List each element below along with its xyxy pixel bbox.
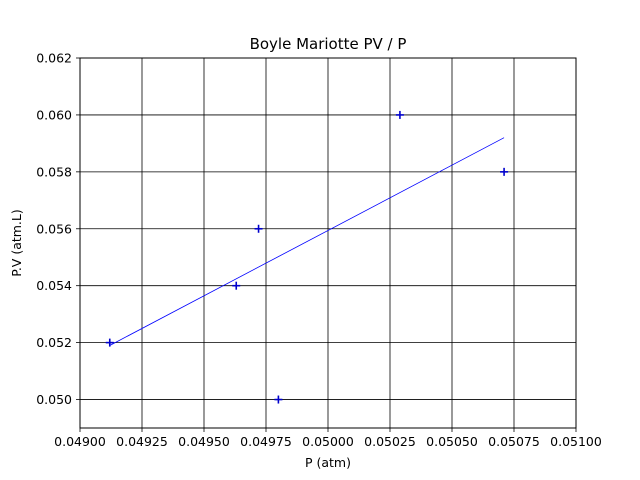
chart-title: Boyle Mariotte PV / P: [250, 35, 407, 53]
x-tick-label: 0.05025: [364, 434, 416, 449]
y-tick-label: 0.054: [36, 278, 72, 293]
x-tick-label: 0.04900: [54, 434, 106, 449]
y-axis-label: P.V (atm.L): [9, 209, 24, 277]
x-tick-label: 0.04975: [240, 434, 292, 449]
x-tick-label: 0.04925: [116, 434, 168, 449]
y-tick-label: 0.050: [36, 392, 72, 407]
x-tick-label: 0.05000: [302, 434, 354, 449]
x-axis-label: P (atm): [305, 455, 351, 470]
data-point: [274, 395, 283, 404]
y-tick-label: 0.058: [36, 164, 72, 179]
data-point: [232, 281, 241, 290]
y-axis-ticks: 0.050 0.052 0.054 0.056 0.058 0.060 0.062: [36, 51, 80, 407]
x-tick-label: 0.05075: [488, 434, 540, 449]
x-tick-label: 0.04950: [178, 434, 230, 449]
series-layer: [105, 110, 509, 404]
data-point: [254, 224, 263, 233]
x-axis-ticks: 0.04900 0.04925 0.04950 0.04975 0.05000 0.050…: [54, 428, 602, 449]
y-tick-label: 0.062: [36, 51, 72, 66]
x-tick-label: 0.05050: [426, 434, 478, 449]
grid: [79, 57, 577, 428]
y-tick-label: 0.056: [36, 221, 72, 236]
y-tick-label: 0.052: [36, 335, 72, 350]
x-tick-label: 0.05100: [550, 434, 602, 449]
y-tick-label: 0.060: [36, 107, 72, 122]
fit-line: [109, 137, 505, 346]
data-point: [500, 167, 509, 176]
data-point: [395, 110, 404, 119]
